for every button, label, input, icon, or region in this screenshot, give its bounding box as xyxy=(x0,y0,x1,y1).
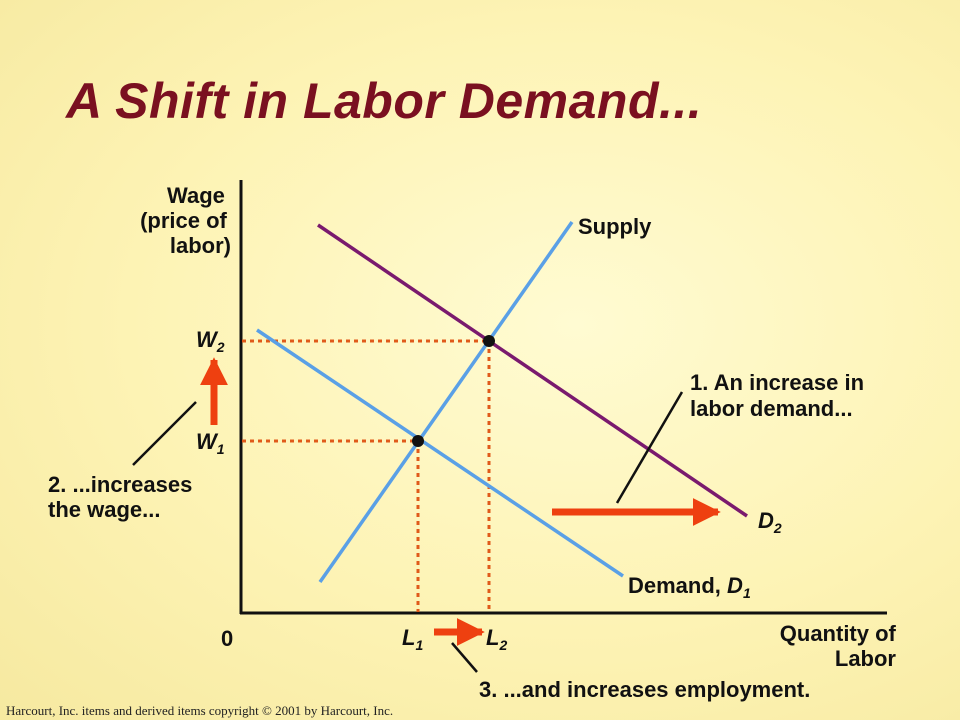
step3-annotation: 3. ...and increases employment. xyxy=(479,677,810,702)
step2-pointer xyxy=(132,401,197,466)
x-axis-label: Quantity of Labor xyxy=(780,621,902,671)
supply-label: Supply xyxy=(578,214,652,239)
l2-label: L2 xyxy=(486,625,507,653)
demand-d2-label: D2 xyxy=(758,508,782,536)
step3-pointer xyxy=(451,642,478,673)
step1-annotation: 1. An increase in labor demand... xyxy=(690,370,870,421)
slide-title: A Shift in Labor Demand... xyxy=(66,73,703,129)
origin-label: 0 xyxy=(221,626,233,651)
copyright-footer: Harcourt, Inc. items and derived items c… xyxy=(6,703,394,718)
step2-annotation: 2. ...increases the wage... xyxy=(48,472,198,522)
step1-pointer xyxy=(615,391,684,504)
w2-label: W2 xyxy=(196,327,225,355)
equilibrium-point-1 xyxy=(412,435,424,447)
demand-d1-label: Demand, D1 xyxy=(628,573,751,601)
w1-label: W1 xyxy=(196,429,225,457)
l1-label: L1 xyxy=(402,625,423,653)
equilibrium-point-2 xyxy=(483,335,495,347)
supply-curve xyxy=(318,220,574,584)
demand-d2-curve xyxy=(317,223,748,518)
y-axis-label: Wage (price of labor) xyxy=(140,183,233,258)
demand-d1-curve xyxy=(256,328,624,578)
